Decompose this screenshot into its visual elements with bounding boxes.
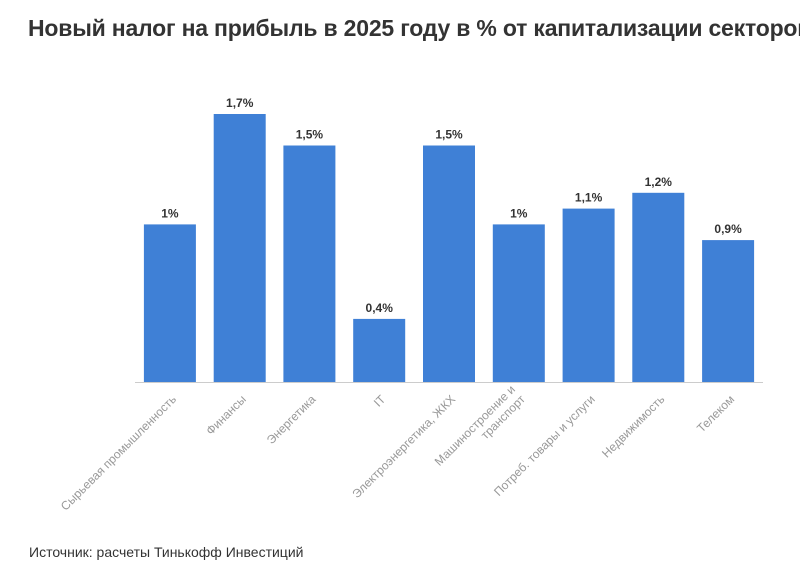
bar xyxy=(353,318,406,382)
source-note: Источник: расчеты Тинькофф Инвестиций xyxy=(29,544,304,560)
bar xyxy=(423,145,475,382)
category-label: IT xyxy=(371,392,389,410)
bar-value-label: 1,5% xyxy=(435,128,463,142)
bar xyxy=(143,224,196,382)
category-label: Финансы xyxy=(203,392,249,438)
bar-value-label: 0,9% xyxy=(714,222,742,236)
category-label: Недвижимость xyxy=(599,392,667,460)
bar xyxy=(213,114,266,382)
category-label: Энергетика xyxy=(264,392,319,447)
bar xyxy=(283,145,336,382)
bar-value-label: 1,7% xyxy=(226,96,254,110)
chart-title: Новый налог на прибыль в 2025 году в % о… xyxy=(28,15,800,41)
bar-value-label: 1% xyxy=(161,206,179,220)
bar xyxy=(702,240,755,382)
bar xyxy=(492,224,545,382)
bar-value-label: 1% xyxy=(510,206,528,220)
bar-value-label: 1,1% xyxy=(575,191,603,205)
category-label: Сырьевая промышленность xyxy=(58,392,179,513)
bar-value-label: 0,4% xyxy=(366,301,394,315)
bar-value-label: 1,5% xyxy=(296,128,324,142)
bar xyxy=(632,192,685,382)
category-label: Телеком xyxy=(694,392,737,435)
bar-value-label: 1,2% xyxy=(645,175,673,189)
category-label: Электроэнергетика, ЖКХ xyxy=(349,392,458,501)
bar xyxy=(562,208,615,382)
